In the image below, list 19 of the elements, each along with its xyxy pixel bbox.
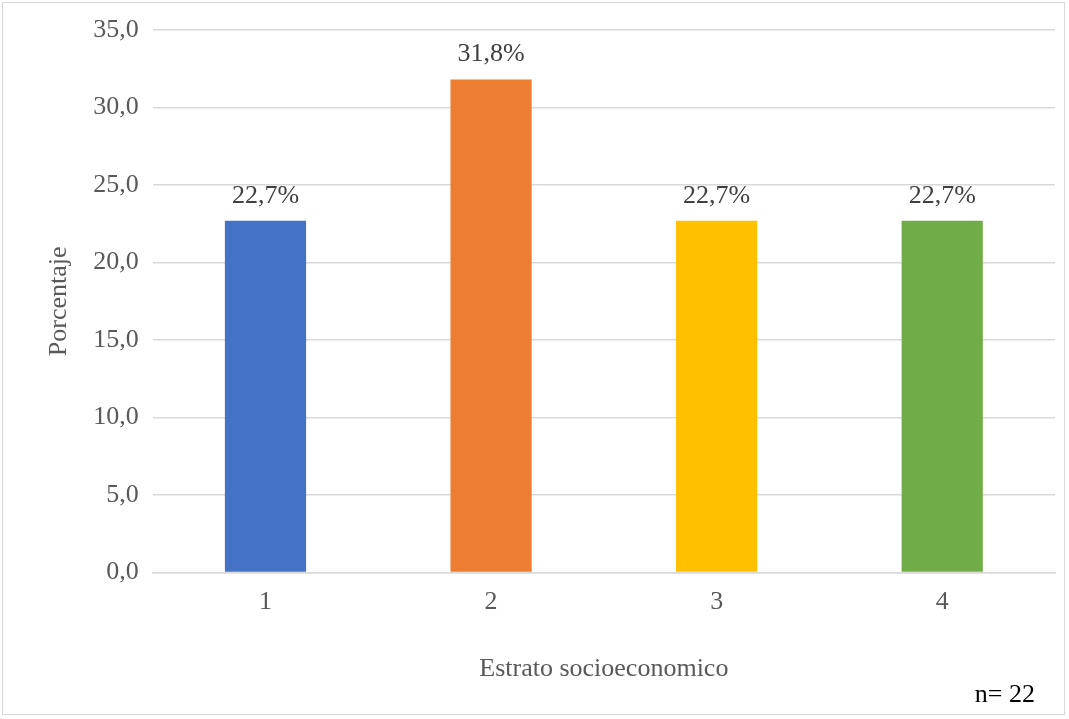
y-tick-label: 20,0 bbox=[93, 246, 139, 276]
y-tick-label: 35,0 bbox=[93, 13, 139, 43]
data-label: 22,7% bbox=[231, 179, 300, 209]
y-tick-label: 5,0 bbox=[106, 478, 139, 508]
y-tick-label: 10,0 bbox=[93, 401, 139, 431]
y-tick-label: 30,0 bbox=[93, 91, 139, 121]
data-label: 31,8% bbox=[457, 38, 525, 68]
y-tick-label: 25,0 bbox=[93, 168, 139, 198]
text: n= 22 bbox=[974, 679, 1035, 709]
x-axis-title: Estrato socioeconomico bbox=[479, 653, 729, 683]
y-tick-label: 0,0 bbox=[106, 556, 139, 586]
x-tick-label: 3 bbox=[710, 586, 724, 616]
y-axis-title: Porcentaje bbox=[43, 246, 73, 357]
data-label: 22,7% bbox=[908, 179, 976, 209]
y-tick-label: 15,0 bbox=[93, 323, 139, 353]
x-tick-label: 1 bbox=[258, 586, 272, 616]
x-tick-label: 4 bbox=[935, 586, 949, 616]
data-label: 22,7% bbox=[683, 179, 751, 209]
x-tick-label: 2 bbox=[484, 586, 498, 616]
